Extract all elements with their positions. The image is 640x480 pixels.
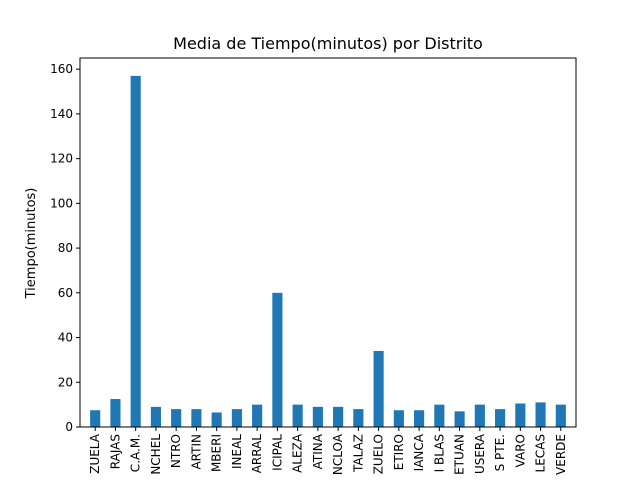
- bar-7: [211, 412, 222, 427]
- x-tick-label: ETIRO: [392, 434, 406, 470]
- y-tick-label: 80: [58, 241, 73, 255]
- y-tick-label: 120: [50, 152, 73, 166]
- bar-20: [474, 404, 485, 427]
- x-tick-label: INEAL: [230, 434, 244, 469]
- x-tick-label: ALEZA: [291, 433, 305, 473]
- x-tick-label: ARTIN: [189, 434, 203, 470]
- x-tick-label: USERA: [473, 433, 487, 474]
- bar-2: [110, 399, 121, 427]
- bar-22: [515, 403, 526, 427]
- chart-title: Media de Tiempo(minutos) por Distrito: [173, 34, 483, 53]
- x-tick-label: ARRAL: [250, 434, 264, 474]
- x-tick-label: ETUAN: [453, 434, 467, 475]
- bar-10: [272, 292, 283, 427]
- bar-24: [555, 404, 566, 427]
- x-tick-label: RAJAS: [108, 434, 122, 469]
- bar-16: [393, 410, 404, 427]
- plot-area: [90, 75, 566, 428]
- y-tick-label: 100: [50, 196, 73, 210]
- bar-13: [333, 406, 344, 427]
- x-tick-label: C.A.M.: [129, 434, 143, 472]
- bar-12: [312, 406, 323, 427]
- x-tick-label: ZUELA: [88, 433, 102, 474]
- x-tick-label: TALAZ: [351, 434, 365, 473]
- bar-5: [171, 409, 182, 427]
- x-tick-label: NCLOA: [331, 433, 345, 475]
- y-tick-label: 40: [58, 331, 73, 345]
- bar-18: [434, 404, 445, 427]
- bar-21: [495, 409, 506, 427]
- x-tick-label: ICIPAL: [270, 434, 284, 471]
- bar-15: [373, 350, 384, 427]
- x-tick-label: NTRO: [169, 434, 183, 468]
- y-tick-label: 20: [58, 375, 73, 389]
- y-tick-label: 60: [58, 286, 73, 300]
- x-tick-label: IANCA: [412, 433, 426, 471]
- x-tick-label: S PTE.: [493, 434, 507, 471]
- y-tick-label: 0: [65, 420, 73, 434]
- bar-3: [130, 75, 141, 428]
- x-tick-label: I BLAS: [432, 434, 446, 472]
- bar-4: [150, 406, 161, 427]
- x-tick-label: MBERI: [210, 434, 224, 472]
- y-axis-label: Tiempo(minutos): [24, 188, 39, 300]
- bar-8: [231, 409, 242, 427]
- x-tick-label: ZUELO: [372, 434, 386, 474]
- bar-1: [90, 410, 101, 427]
- x-tick-label: VARO: [513, 434, 527, 467]
- x-tick-label: LECAS: [534, 434, 548, 472]
- y-tick-label: 160: [50, 62, 73, 76]
- y-tick-label: 140: [50, 107, 73, 121]
- bar-14: [353, 409, 364, 427]
- x-tick-label: VERDE: [554, 434, 568, 475]
- bar-11: [292, 404, 303, 427]
- bar-6: [191, 409, 202, 427]
- axes-frame: [79, 57, 577, 428]
- x-tick-label: ATINA: [311, 433, 325, 469]
- bar-17: [414, 410, 425, 427]
- bar-23: [535, 402, 546, 427]
- x-tick-label: NCHEL: [149, 434, 163, 475]
- x-axis: ZUELA RAJAS C.A.M. NCHEL NTRO ARTIN MBERI INEAL…: [88, 427, 568, 475]
- bar-19: [454, 411, 465, 427]
- bar-9: [252, 404, 263, 427]
- y-axis: 0 20 40 60 80 100 120 140 160: [50, 62, 80, 434]
